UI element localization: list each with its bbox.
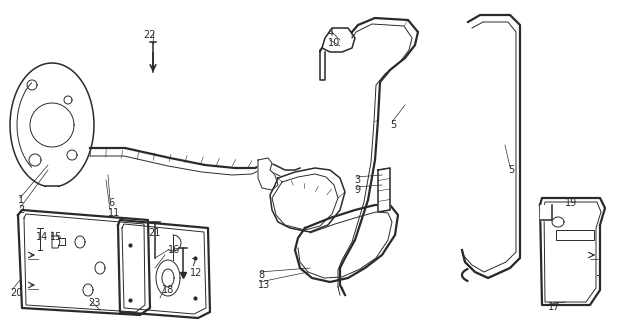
Bar: [556, 230, 594, 240]
Text: 1: 1: [18, 195, 24, 205]
Text: 4: 4: [328, 28, 334, 38]
Polygon shape: [270, 168, 345, 232]
Text: 12: 12: [190, 268, 202, 278]
Polygon shape: [540, 198, 605, 305]
Text: 21: 21: [148, 228, 161, 238]
Text: 7: 7: [190, 258, 197, 268]
Text: 3: 3: [354, 175, 360, 185]
Text: 5: 5: [390, 120, 396, 130]
Polygon shape: [10, 63, 94, 186]
Text: 16: 16: [168, 245, 180, 255]
Polygon shape: [540, 205, 552, 220]
Text: 20: 20: [10, 288, 22, 298]
Text: 13: 13: [258, 280, 270, 290]
Text: 15: 15: [50, 232, 63, 242]
Text: 22: 22: [143, 30, 156, 40]
Polygon shape: [320, 28, 355, 52]
Text: 2: 2: [18, 205, 24, 215]
Polygon shape: [258, 158, 278, 190]
Text: 18: 18: [162, 285, 174, 295]
Text: 5: 5: [508, 165, 514, 175]
Text: 19: 19: [565, 198, 577, 208]
Polygon shape: [462, 15, 520, 278]
Polygon shape: [378, 168, 390, 212]
Text: 10: 10: [328, 38, 340, 48]
Text: 8: 8: [258, 270, 264, 280]
Text: 9: 9: [354, 185, 360, 195]
Text: 6: 6: [108, 198, 114, 208]
Polygon shape: [320, 52, 325, 80]
Polygon shape: [118, 220, 210, 318]
Polygon shape: [295, 205, 398, 282]
Polygon shape: [18, 210, 150, 315]
Text: 17: 17: [548, 302, 560, 312]
Text: 23: 23: [88, 298, 100, 308]
Polygon shape: [30, 103, 74, 147]
Text: 14: 14: [36, 232, 48, 242]
Text: 11: 11: [108, 208, 120, 218]
